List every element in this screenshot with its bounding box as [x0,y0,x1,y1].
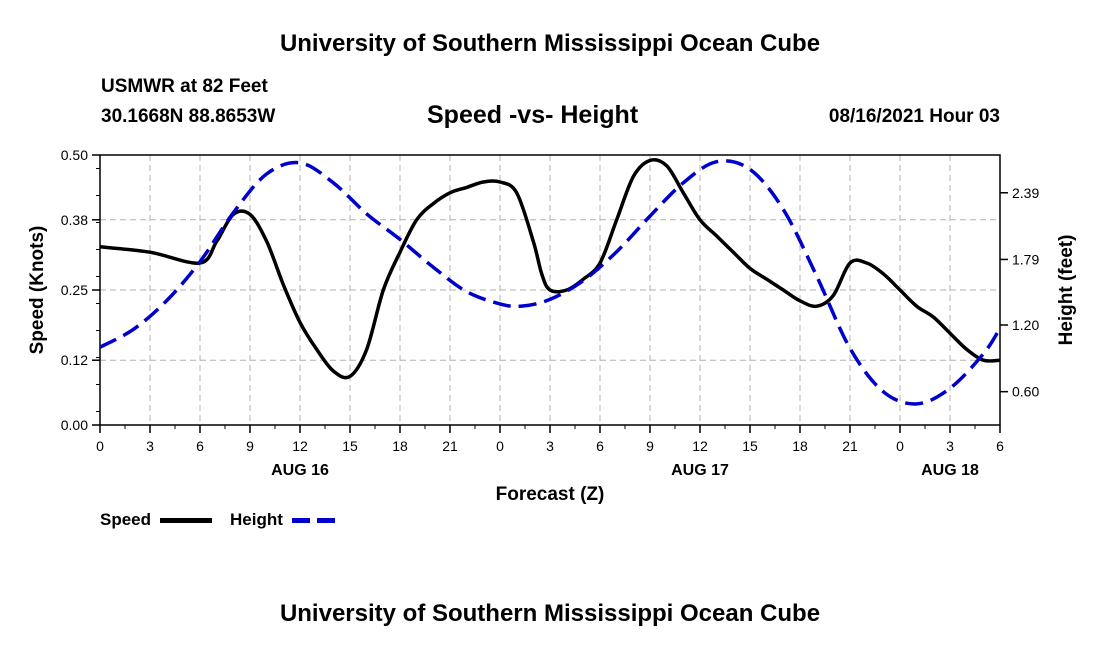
y-tick-label: 0.38 [61,212,88,228]
footer-title: University of Southern Mississippi Ocean… [279,600,821,627]
x-tick-label: 12 [292,438,308,454]
series-lines [99,157,1002,406]
x-tick-label: 15 [742,438,758,454]
chart-title: University of Southern Mississippi Ocean… [279,30,821,57]
day-label: AUG 17 [671,462,729,479]
x-tick-label: 21 [442,438,458,454]
x-tick-label: 9 [246,438,254,454]
y-tick-label: 0.25 [61,282,88,298]
x-tick-label: 21 [842,438,858,454]
x-tick-label: 15 [342,438,358,454]
y-tick-label: 0.00 [61,417,88,433]
chart-plot: 0 3 6 9 12 15 18 21 0 3 6 9 12 15 18 21 0 3 6 0.00 0.12 0.25 0… [27,147,1077,505]
y-tick-label: 0.12 [61,352,88,368]
x-tick-label: 0 [896,438,904,454]
legend-height-label: Height [230,510,283,529]
legend-speed-swatch [160,518,212,523]
x-tick-label: 6 [996,438,1004,454]
tick-marks [92,154,1008,433]
y-tick-label: 0.50 [61,147,88,163]
x-tick-label: 6 [596,438,604,454]
x-tick-label: 9 [646,438,654,454]
x-tick-label: 3 [146,438,154,454]
legend-height-swatch [292,518,342,523]
y2-tick-label: 1.20 [1012,317,1039,333]
legend: Speed Height [100,508,360,532]
day-label: AUG 18 [921,462,979,479]
station-coords: 30.1668N 88.8653W [101,106,276,127]
x-tick-label: 0 [96,438,104,454]
y2-tick-label: 2.39 [1012,185,1039,201]
forecast-datetime: 08/16/2021 Hour 03 [828,106,1000,127]
x-tick-label: 18 [392,438,408,454]
station-label: USMWR at 82 Feet [101,76,268,97]
x-tick-label: 0 [496,438,504,454]
legend-speed-label: Speed [100,510,152,529]
y2-tick-label: 1.79 [1012,251,1039,267]
y2-tick-label: 0.60 [1012,384,1039,400]
tick-labels: 0 3 6 9 12 15 18 21 0 3 6 9 12 15 18 21 0 3 6 0.00 0.12 0.25 0… [61,147,1040,479]
y-axis-title: Speed (Knots) [27,226,48,355]
x-tick-label: 18 [792,438,808,454]
x-tick-label: 3 [946,438,954,454]
x-tick-label: 3 [546,438,554,454]
x-tick-label: 6 [196,438,204,454]
day-label: AUG 16 [271,462,329,479]
x-tick-label: 12 [692,438,708,454]
grid [100,155,1000,425]
series-line-height [99,159,1002,406]
chart-subtitle: Speed -vs- Height [427,101,639,129]
x-axis-title: Forecast (Z) [496,484,605,505]
y2-axis-title: Height (feet) [1056,235,1077,346]
